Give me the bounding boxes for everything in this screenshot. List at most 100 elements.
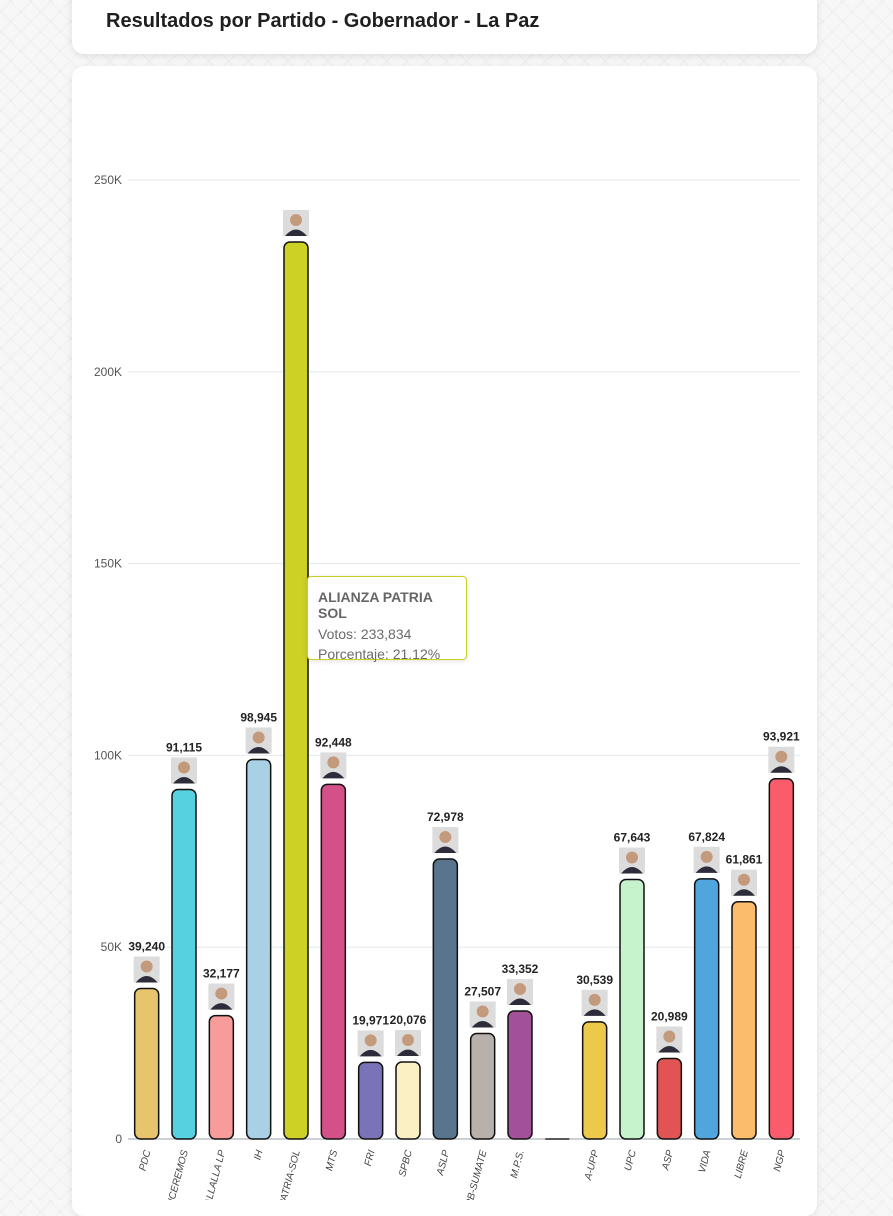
candidate-face-libre bbox=[738, 873, 750, 886]
y-tick-label: 100K bbox=[94, 748, 122, 762]
bar-patria-sol[interactable] bbox=[283, 241, 309, 1140]
value-label-a-upp: 30,539 bbox=[576, 973, 613, 987]
x-tick-label-pb-sumate: PB-SUMATE bbox=[464, 1149, 490, 1200]
value-label-m-p-s: 33,352 bbox=[502, 962, 539, 976]
candidate-face-vida bbox=[700, 850, 713, 863]
candidate-face-asp bbox=[663, 1030, 676, 1043]
x-tick-label-vida: VIDA bbox=[697, 1149, 714, 1175]
candidate-face-venceremos bbox=[178, 761, 190, 774]
value-label-vida: 67,824 bbox=[688, 830, 725, 844]
tooltip-votes-value: 233,834 bbox=[360, 626, 412, 642]
bar-venceremos[interactable] bbox=[171, 788, 197, 1140]
candidate-body-fri bbox=[359, 1049, 382, 1057]
tooltip-votes-label: Votos: bbox=[318, 626, 357, 642]
x-tick-label-jallalla-lp: JALLALLA LP bbox=[201, 1149, 228, 1200]
x-tick-label-fri: FRI bbox=[363, 1149, 378, 1168]
bar-libre[interactable] bbox=[731, 900, 757, 1140]
bar-mts[interactable] bbox=[320, 783, 347, 1140]
tooltip-percent-value: 21.12% bbox=[392, 646, 441, 662]
x-tick-label-ih: IH bbox=[252, 1148, 265, 1161]
value-label-spbc: 20,076 bbox=[390, 1013, 427, 1027]
value-label-pdc: 39,240 bbox=[128, 939, 165, 953]
bar-pb-sumate[interactable] bbox=[469, 1032, 496, 1140]
candidate-face-ngp bbox=[775, 750, 788, 763]
candidate-body-ngp bbox=[770, 766, 793, 773]
bar-m-p-s[interactable] bbox=[507, 1010, 533, 1140]
candidate-body-patria-sol bbox=[285, 229, 307, 237]
y-tick-label: 150K bbox=[94, 557, 122, 571]
x-tick-label-pdc: PDC bbox=[137, 1148, 153, 1172]
chart-tooltip: ALIANZA PATRIA SOL Votos: 233,834 Porcen… bbox=[307, 576, 467, 662]
candidate-body-mts bbox=[322, 771, 345, 779]
candidate-face-pdc bbox=[140, 960, 153, 973]
bar-upc[interactable] bbox=[619, 878, 645, 1140]
candidate-face-mts bbox=[327, 756, 340, 769]
bar-ih[interactable] bbox=[245, 758, 272, 1140]
candidate-face-jallalla-lp bbox=[215, 987, 228, 1000]
candidate-body-pb-sumate bbox=[471, 1020, 494, 1028]
value-label-jallalla-lp: 32,177 bbox=[203, 967, 240, 981]
candidate-body-asp bbox=[658, 1045, 681, 1053]
value-label-pb-sumate: 27,507 bbox=[464, 984, 501, 998]
value-label-aslp: 72,978 bbox=[427, 810, 464, 824]
x-tick-label-asp: ASP bbox=[660, 1149, 676, 1172]
value-label-libre: 61,861 bbox=[726, 853, 763, 867]
candidate-body-ih bbox=[247, 746, 270, 754]
candidate-face-m-p-s bbox=[514, 983, 526, 996]
value-label-upc: 67,643 bbox=[614, 831, 651, 845]
x-tick-label-upc: UPC bbox=[623, 1148, 639, 1172]
candidate-face-aslp bbox=[439, 831, 452, 844]
candidate-face-pb-sumate bbox=[476, 1005, 489, 1018]
value-label-mts: 92,448 bbox=[315, 735, 352, 749]
bar-jallalla-lp[interactable] bbox=[208, 1014, 235, 1140]
candidate-face-patria-sol bbox=[290, 214, 302, 227]
candidate-face-fri bbox=[364, 1034, 377, 1047]
tooltip-percent-label: Porcentaje: bbox=[318, 646, 389, 662]
y-tick-label: 0 bbox=[115, 1132, 122, 1146]
candidate-body-jallalla-lp bbox=[210, 1003, 233, 1010]
x-tick-label-mts: MTS bbox=[324, 1149, 340, 1173]
bar-spbc[interactable] bbox=[395, 1061, 421, 1140]
page-title: Resultados por Partido - Gobernador - La… bbox=[106, 10, 540, 32]
x-tick-label-m-p-s: M.P.S. bbox=[509, 1149, 527, 1180]
y-tick-label: 250K bbox=[94, 173, 122, 187]
candidate-body-libre bbox=[733, 889, 755, 896]
y-tick-label: 200K bbox=[94, 365, 122, 379]
bar-chart: 0 50K 100K 150K 200K 250K 39,240 PDC 91,115 VENCE… bbox=[94, 173, 800, 1200]
value-label-fri: 19,971 bbox=[352, 1013, 389, 1027]
bar-pdc[interactable] bbox=[133, 987, 160, 1140]
candidate-body-vida bbox=[695, 866, 718, 873]
candidate-body-venceremos bbox=[173, 776, 195, 784]
title-card: Resultados por Partido - Gobernador - La… bbox=[72, 0, 817, 54]
bar-a-upp[interactable] bbox=[581, 1021, 608, 1140]
candidate-body-m-p-s bbox=[509, 998, 531, 1006]
x-tick-label-spbc: SPBC bbox=[397, 1148, 415, 1178]
candidate-body-a-upp bbox=[583, 1009, 606, 1016]
x-tick-label-patria-sol: PATRIA-SOL bbox=[277, 1149, 303, 1200]
candidate-face-spbc bbox=[402, 1033, 414, 1046]
candidate-face-upc bbox=[626, 851, 638, 864]
x-tick-label-venceremos: VENCEREMOS bbox=[162, 1149, 191, 1200]
x-tick-label-libre: LIBRE bbox=[733, 1149, 751, 1180]
x-tick-label-ngp: NGP bbox=[772, 1149, 788, 1173]
candidate-body-pdc bbox=[135, 975, 158, 983]
bar-ngp[interactable] bbox=[768, 777, 795, 1140]
bar-aslp[interactable] bbox=[432, 858, 459, 1140]
tooltip-votes: Votos: 233,834 bbox=[318, 626, 456, 642]
y-tick-label: 50K bbox=[101, 940, 122, 954]
candidate-face-a-upp bbox=[588, 993, 601, 1006]
tooltip-percent: Porcentaje: 21.12% bbox=[318, 646, 456, 662]
x-tick-label-aslp: ASLP bbox=[435, 1149, 453, 1178]
bar-vida[interactable] bbox=[693, 878, 720, 1140]
candidate-body-aslp bbox=[434, 846, 457, 854]
bar-fri[interactable] bbox=[357, 1061, 384, 1140]
chart-card: 0 50K 100K 150K 200K 250K 39,240 PDC 91,115 VENCE… bbox=[72, 66, 817, 1216]
bar-asp[interactable] bbox=[656, 1057, 683, 1140]
value-label-asp: 20,989 bbox=[651, 1009, 688, 1023]
tooltip-party-name: ALIANZA PATRIA SOL bbox=[318, 589, 433, 621]
x-tick-label-a-upp: A-UPP bbox=[583, 1149, 602, 1183]
value-label-ngp: 93,921 bbox=[763, 730, 800, 744]
value-label-ih: 98,945 bbox=[240, 710, 277, 724]
candidate-body-spbc bbox=[397, 1049, 419, 1056]
candidate-face-ih bbox=[252, 731, 265, 744]
